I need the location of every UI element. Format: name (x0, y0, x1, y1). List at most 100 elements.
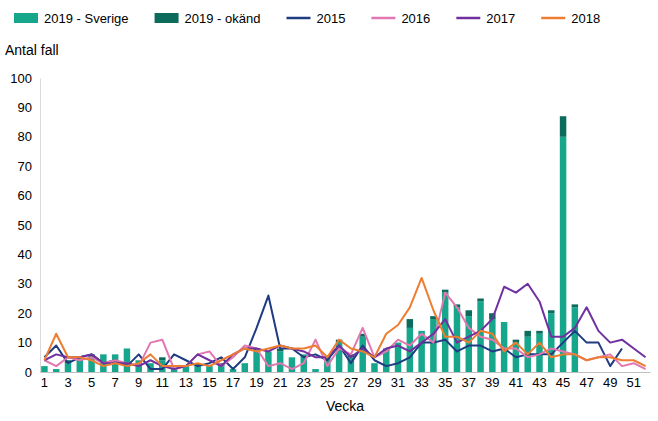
legend-item: 2017 (456, 11, 515, 26)
line (44, 293, 645, 369)
bar (242, 363, 248, 372)
bar (242, 363, 248, 364)
y-tick-label: 60 (18, 188, 32, 203)
y-tick-label: 30 (18, 276, 32, 291)
bar (560, 116, 566, 137)
y-tick-label: 80 (18, 129, 32, 144)
x-tick-label: 15 (202, 375, 216, 390)
x-tick: 23 (297, 372, 311, 390)
y-tick: 100 (10, 71, 40, 86)
x-tick: 51 (627, 372, 641, 390)
bar (418, 330, 424, 331)
y-axis: 0 10 20 30 40 50 60 70 80 90 100 (10, 71, 40, 380)
y-tick: 60 (18, 188, 40, 203)
x-tick: 3 (64, 372, 71, 390)
y-tick: 50 (18, 218, 40, 233)
y-tick-label: 50 (18, 218, 32, 233)
x-tick-label: 25 (320, 375, 334, 390)
x-tick-label: 41 (509, 375, 523, 390)
x-tick-label: 27 (344, 375, 358, 390)
x-tick-label: 35 (438, 375, 452, 390)
legend-swatch (456, 17, 480, 20)
x-tick-label: 37 (462, 375, 476, 390)
x-tick-label: 3 (64, 375, 71, 390)
y-axis-line (40, 79, 41, 373)
bar (124, 348, 130, 349)
bar (501, 322, 507, 323)
legend-label: 2017 (486, 11, 515, 26)
bar (477, 299, 483, 302)
x-tick: 7 (112, 372, 119, 390)
legend-item: 2019 - okänd (155, 11, 261, 26)
bar (572, 307, 578, 372)
y-tick: 0 (25, 365, 40, 380)
bar (100, 354, 106, 355)
x-tick-label: 9 (135, 375, 142, 390)
x-tick-label: 17 (226, 375, 240, 390)
y-tick: 90 (18, 100, 40, 115)
y-tick: 40 (18, 247, 40, 262)
bar-series (41, 137, 578, 372)
bar (147, 363, 153, 364)
legend-item: 2018 (541, 11, 600, 26)
bar (253, 351, 259, 372)
x-tick-label: 13 (179, 375, 193, 390)
legend: 2019 - Sverige2019 - okänd20152016201720… (14, 11, 600, 26)
y-tick-label: 0 (25, 365, 32, 380)
legend-item: 2016 (371, 11, 430, 26)
legend-swatch (371, 17, 395, 20)
x-tick-label: 7 (112, 375, 119, 390)
y-tick: 30 (18, 276, 40, 291)
legend-swatch (286, 17, 310, 20)
y-tick: 10 (18, 335, 40, 350)
x-tick: 15 (202, 372, 216, 390)
bar (536, 331, 542, 334)
bar (407, 319, 413, 328)
y-tick-label: 20 (18, 306, 32, 321)
x-tick-label: 19 (249, 375, 263, 390)
legend-label: 2015 (316, 11, 345, 26)
x-tick: 45 (556, 372, 570, 390)
x-tick-label: 11 (156, 375, 170, 390)
x-tick-label: 39 (485, 375, 499, 390)
legend-label: 2016 (401, 11, 430, 26)
x-tick: 1 (41, 372, 48, 390)
bar (312, 369, 318, 370)
x-tick: 19 (249, 372, 263, 390)
legend-item: 2015 (286, 11, 345, 26)
y-tick-label: 100 (10, 71, 32, 86)
y-tick: 70 (18, 159, 40, 174)
bar (383, 351, 389, 372)
bar (124, 348, 130, 372)
bar (466, 310, 472, 316)
bar (371, 363, 377, 372)
x-tick: 31 (391, 372, 405, 390)
x-tick-label: 43 (532, 375, 546, 390)
x-tick: 17 (226, 372, 240, 390)
y-tick-label: 40 (18, 247, 32, 262)
x-tick: 47 (579, 372, 593, 390)
legend-label: 2018 (571, 11, 600, 26)
x-tick: 39 (485, 372, 499, 390)
bar (41, 366, 47, 372)
bar (359, 337, 365, 372)
x-tick-label: 21 (273, 375, 287, 390)
legend-swatch (14, 13, 38, 23)
y-tick-label: 70 (18, 159, 32, 174)
line (44, 278, 645, 366)
legend-label: 2019 - okänd (185, 11, 261, 26)
x-tick-label: 29 (367, 375, 381, 390)
x-tick: 9 (135, 372, 142, 390)
bar (53, 369, 59, 370)
bar (371, 363, 377, 364)
bar (548, 310, 554, 313)
x-tick-label: 5 (88, 375, 95, 390)
x-tick-label: 23 (297, 375, 311, 390)
y-tick-label: 10 (18, 335, 32, 350)
bar (548, 313, 554, 372)
bar (489, 319, 495, 372)
x-tick: 29 (367, 372, 381, 390)
x-tick: 37 (462, 372, 476, 390)
y-axis-title: Antal fall (5, 42, 59, 58)
bar (289, 357, 295, 358)
